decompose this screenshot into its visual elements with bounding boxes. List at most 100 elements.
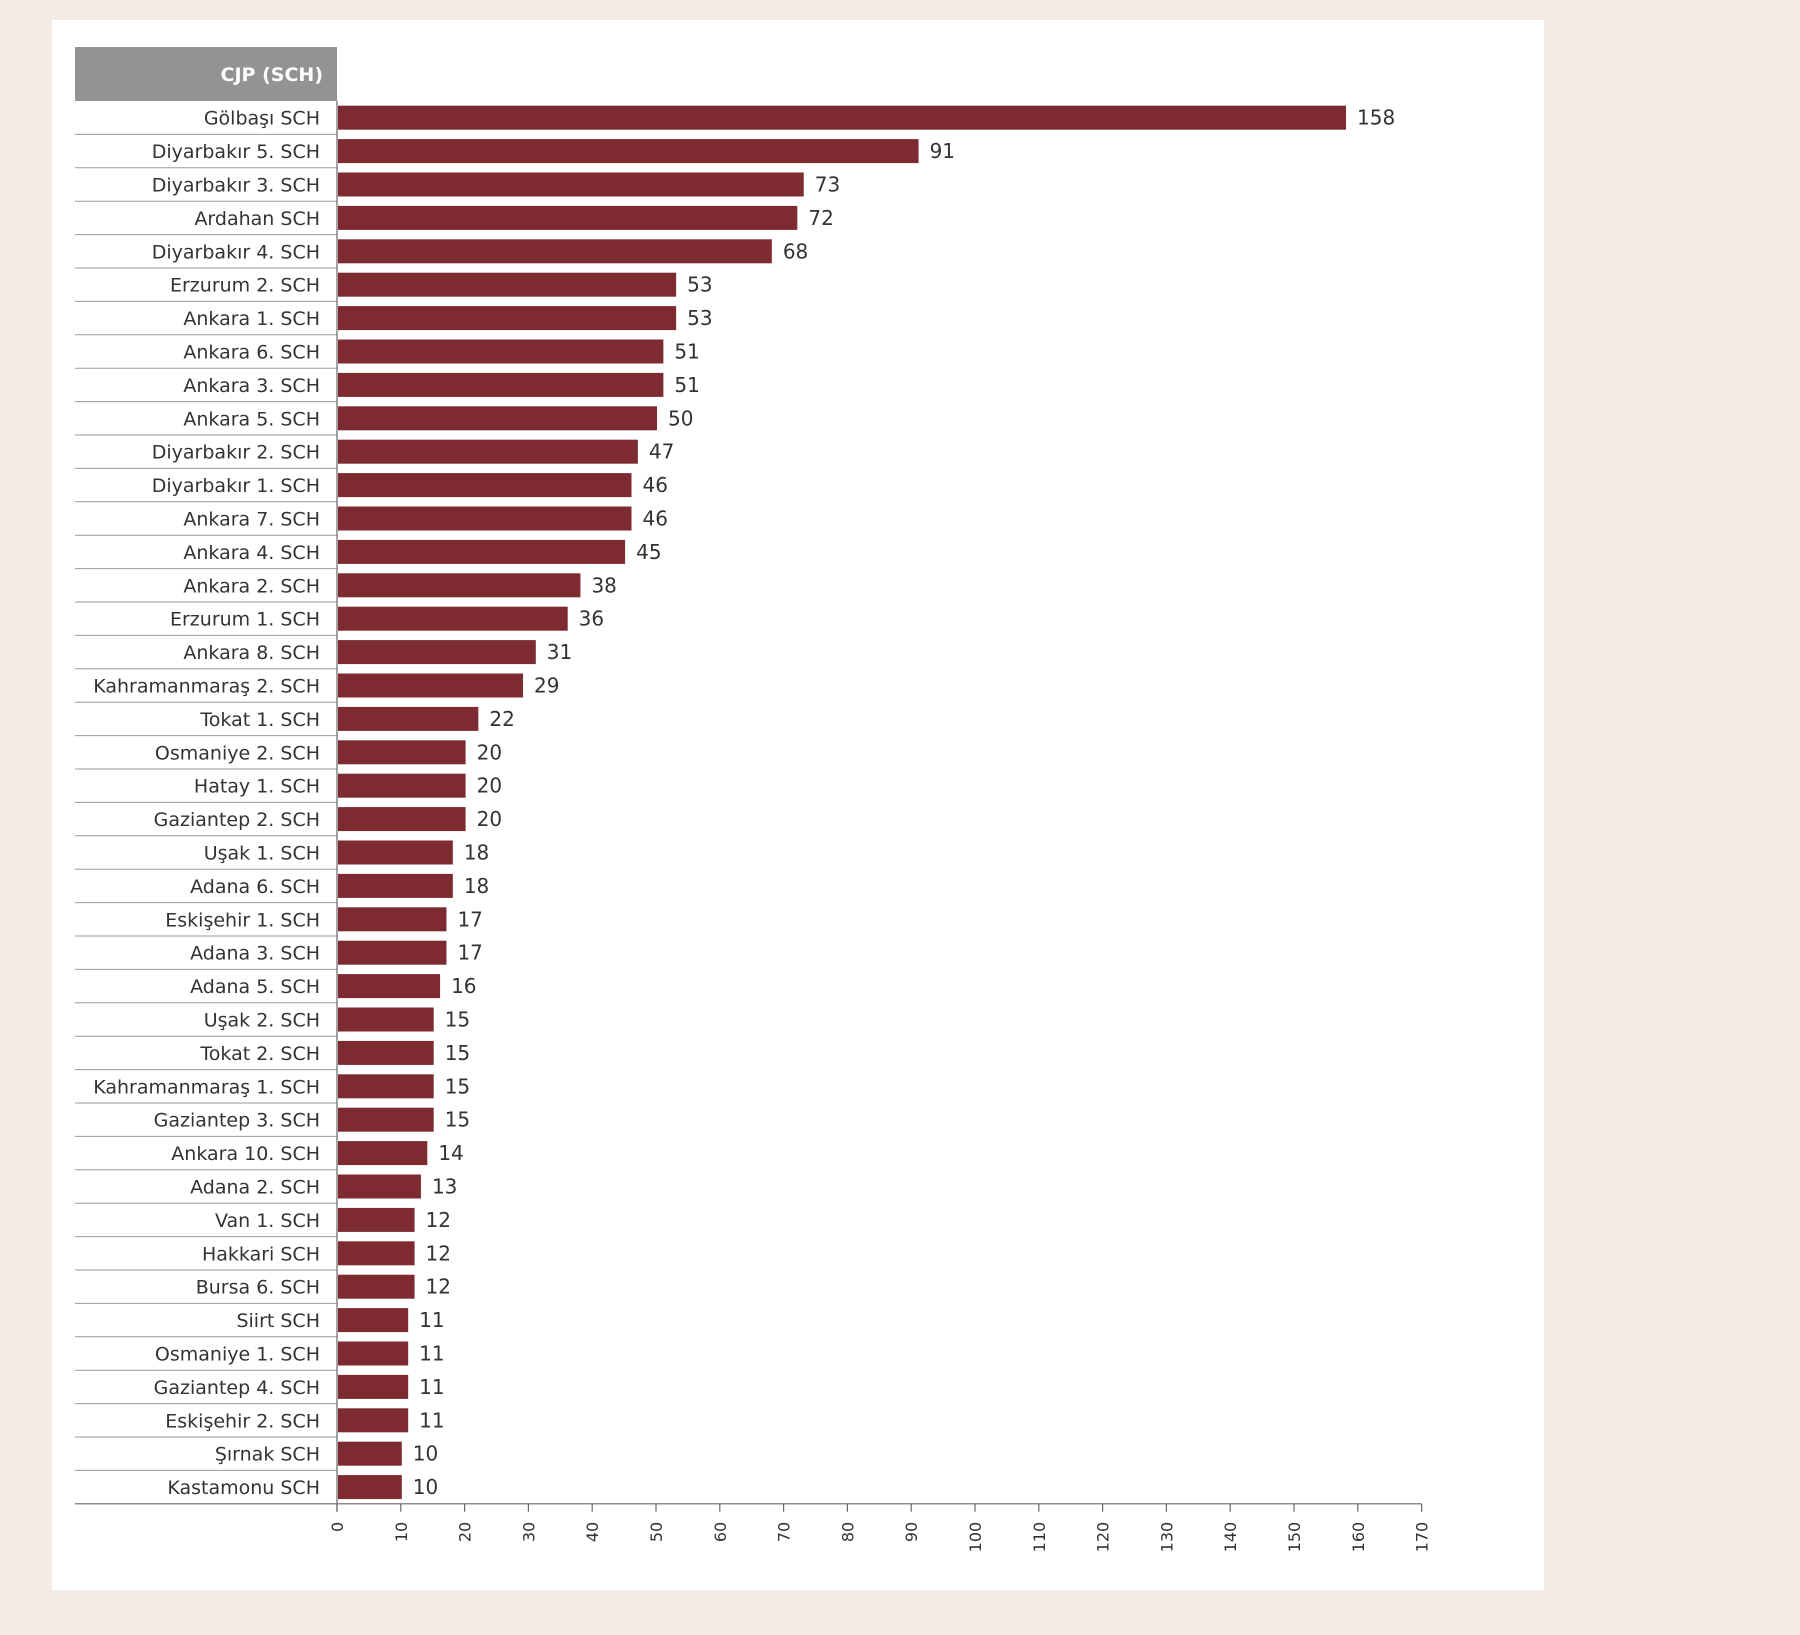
category-label: Bursa 6. SCH	[196, 1277, 320, 1299]
category-label: Ankara 6. SCH	[183, 342, 320, 364]
bar	[338, 272, 677, 297]
value-label: 11	[419, 1308, 444, 1332]
x-tick-label: 70	[775, 1522, 794, 1542]
x-tick-label: 160	[1349, 1522, 1368, 1553]
bar	[338, 1007, 434, 1032]
category-label: Osmaniye 2. SCH	[155, 742, 320, 764]
value-label: 29	[534, 674, 559, 698]
category-label: Adana 2. SCH	[190, 1177, 320, 1199]
bar	[338, 940, 447, 965]
bar	[338, 1374, 409, 1399]
bar	[338, 640, 536, 665]
category-label: Diyarbakır 1. SCH	[152, 475, 320, 497]
value-label: 51	[674, 340, 699, 364]
value-label: 50	[668, 406, 693, 430]
category-label: Gaziantep 2. SCH	[154, 809, 320, 831]
bar	[338, 1174, 421, 1199]
category-label: Ardahan SCH	[194, 208, 320, 230]
bar	[338, 773, 466, 798]
bar	[338, 974, 441, 999]
bar	[338, 907, 447, 932]
bar	[338, 1141, 428, 1166]
category-label: Hatay 1. SCH	[194, 776, 320, 798]
x-tick-label: 0	[328, 1522, 347, 1532]
bar	[338, 1274, 415, 1299]
value-label: 16	[451, 974, 476, 998]
value-label: 20	[477, 740, 502, 764]
chart-header-title: CJP (SCH)	[221, 64, 323, 86]
value-label: 53	[687, 273, 712, 297]
value-label: 15	[445, 1074, 470, 1098]
x-tick-label: 100	[966, 1522, 985, 1553]
value-label: 38	[591, 573, 616, 597]
category-label: Tokat 1. SCH	[199, 709, 320, 731]
x-tick-label: 40	[583, 1522, 602, 1542]
value-label: 46	[642, 507, 667, 531]
category-label: Ankara 2. SCH	[183, 575, 320, 597]
x-tick-label: 20	[456, 1522, 475, 1542]
category-label: Kastamonu SCH	[167, 1477, 320, 1499]
value-label: 15	[445, 1008, 470, 1032]
bar	[338, 539, 626, 564]
category-label: Gaziantep 3. SCH	[154, 1110, 320, 1132]
x-tick-label: 170	[1413, 1522, 1432, 1553]
category-label: Ankara 10. SCH	[171, 1143, 320, 1165]
bar	[338, 1441, 402, 1466]
bar	[338, 239, 772, 264]
bar	[338, 1074, 434, 1099]
x-tick-label: 140	[1221, 1522, 1240, 1553]
category-label: Adana 3. SCH	[190, 943, 320, 965]
category-label: Eskişehir 2. SCH	[165, 1410, 320, 1432]
bar	[338, 506, 632, 531]
x-tick-label: 150	[1285, 1522, 1304, 1553]
x-tick-label: 30	[519, 1522, 538, 1542]
category-label: Şırnak SCH	[215, 1444, 320, 1466]
category-label: Ankara 4. SCH	[183, 542, 320, 564]
value-label: 68	[783, 239, 808, 263]
category-label: Kahramanmaraş 2. SCH	[93, 676, 320, 698]
value-label: 158	[1357, 106, 1395, 130]
bar	[338, 673, 524, 698]
x-tick-label: 50	[647, 1522, 666, 1542]
category-label: Uşak 1. SCH	[204, 843, 320, 865]
category-label: Diyarbakır 4. SCH	[152, 241, 320, 263]
category-label: Gaziantep 4. SCH	[154, 1377, 320, 1399]
bar	[338, 873, 453, 898]
category-label: Ankara 3. SCH	[183, 375, 320, 397]
bar	[338, 1408, 409, 1433]
value-label: 13	[432, 1175, 457, 1199]
value-label: 12	[426, 1275, 451, 1299]
chart-header-background	[75, 47, 337, 101]
bar	[338, 139, 919, 164]
value-label: 11	[419, 1342, 444, 1366]
value-label: 10	[413, 1475, 438, 1499]
x-axis: 0 10 20 30 40 50 60 70 80 90 100 110 120 130 140 150 160…	[75, 101, 1432, 1552]
chart-header: CJP (SCH)	[75, 47, 337, 101]
bar	[338, 840, 453, 865]
bar	[338, 807, 466, 832]
value-label: 36	[579, 607, 604, 631]
x-tick-label: 90	[902, 1522, 921, 1542]
value-label: 17	[457, 907, 482, 931]
category-label: Gölbaşı SCH	[204, 108, 320, 130]
category-label: Diyarbakır 2. SCH	[152, 442, 320, 464]
value-label: 12	[426, 1241, 451, 1265]
category-label: Erzurum 1. SCH	[170, 609, 320, 631]
bar	[338, 1107, 434, 1132]
category-label: Diyarbakır 3. SCH	[152, 175, 320, 197]
bar-chart: CJP (SCH) Gölbaşı SCH Diyarbakır 5. SCH Di…	[75, 47, 1432, 1552]
x-tick-label: 130	[1157, 1522, 1176, 1553]
value-label: 47	[649, 440, 674, 464]
value-label: 18	[464, 841, 489, 865]
bar	[338, 573, 581, 598]
x-tick-label: 10	[392, 1522, 411, 1542]
bar	[338, 172, 804, 197]
bar	[338, 105, 1347, 130]
x-tick-label: 120	[1094, 1522, 1113, 1553]
category-label: Siirt SCH	[236, 1310, 320, 1332]
value-label: 17	[457, 941, 482, 965]
value-label: 12	[426, 1208, 451, 1232]
category-label: Ankara 7. SCH	[183, 509, 320, 531]
bar	[338, 339, 664, 364]
